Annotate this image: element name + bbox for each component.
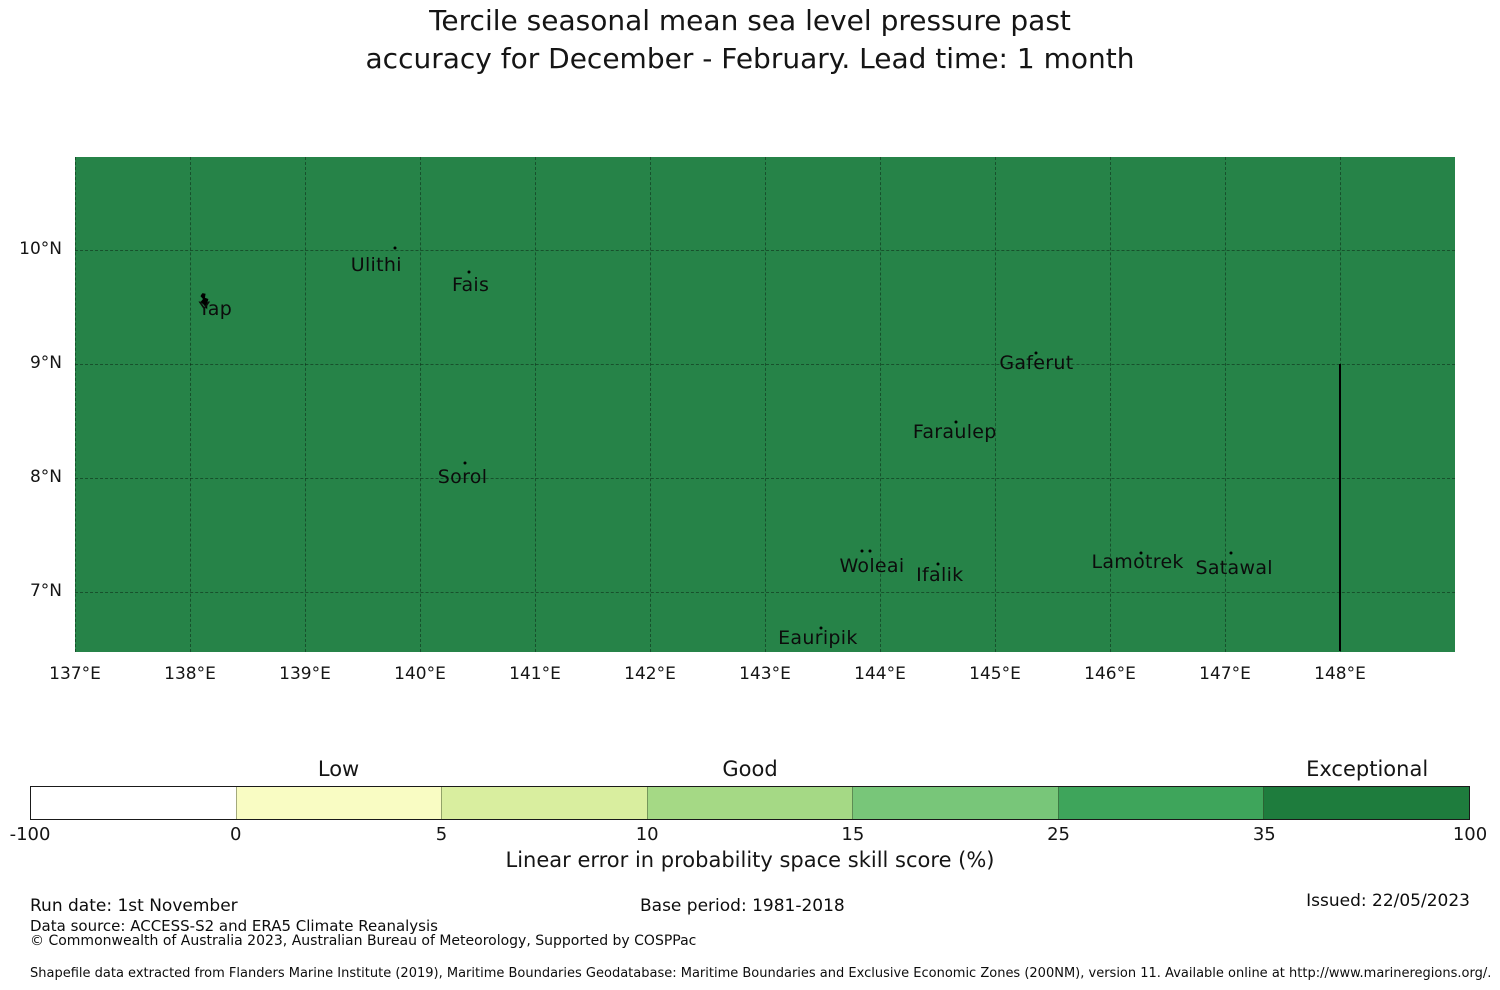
x-tick-label: 145°E — [969, 664, 1021, 684]
figure-title-line1: Tercile seasonal mean sea level pressure… — [429, 4, 1071, 37]
copyright-text: © Commonwealth of Australia 2023, Austra… — [30, 933, 697, 949]
island-marker-lamotrek — [1139, 551, 1143, 555]
longitude-gridline — [305, 157, 306, 652]
longitude-gridline — [650, 157, 651, 652]
x-tick-label: 143°E — [739, 664, 791, 684]
island-label-ifalik: Ifalik — [916, 563, 964, 586]
latitude-gridline — [75, 250, 1455, 251]
island-marker-gaferut — [1034, 351, 1038, 355]
island-marker-ifalik — [936, 562, 939, 565]
island-marker-woleai — [868, 549, 872, 553]
colorbar-segment — [646, 787, 853, 819]
colorbar-tick-label: 10 — [635, 824, 659, 845]
island-label-eauripik: Eauripik — [778, 626, 858, 649]
island-marker-satawal — [1229, 551, 1233, 555]
run-date-text: Run date: 1st November — [30, 896, 238, 916]
colorbar-category-label: Exceptional — [1306, 757, 1429, 781]
latitude-gridline — [75, 592, 1455, 593]
colorbar-segment — [852, 787, 1058, 819]
colorbar-segment — [235, 787, 442, 819]
x-tick-label: 148°E — [1314, 664, 1366, 684]
island-label-satawal: Satawal — [1195, 557, 1273, 580]
island-marker-sorol — [463, 461, 467, 465]
colorbar-tick-label: -100 — [9, 824, 51, 845]
x-tick-label: 140°E — [394, 664, 446, 684]
shapefile-note-text: Shapefile data extracted from Flanders M… — [30, 966, 1492, 981]
colorbar-tick-label: 35 — [1252, 824, 1276, 845]
island-label-fais: Fais — [451, 274, 490, 297]
y-tick-label: 10°N — [19, 239, 62, 259]
x-tick-label: 141°E — [509, 664, 561, 684]
longitude-gridline — [420, 157, 421, 652]
eez-boundary-line — [1339, 364, 1341, 652]
island-label-woleai: Woleai — [839, 554, 905, 577]
x-tick-label: 137°E — [49, 664, 101, 684]
island-label-lamotrek: Lamotrek — [1091, 551, 1184, 574]
colorbar-segment — [1057, 787, 1264, 819]
latitude-gridline — [75, 364, 1455, 365]
latitude-gridline — [75, 478, 1455, 479]
colorbar-tick-label: 100 — [1452, 824, 1488, 845]
map-plot-area: Yap Ulithi Fais Sorol Gaferut Faraulep Woleai I… — [75, 157, 1455, 652]
data-source-text: Data source: ACCESS-S2 and ERA5 Climate … — [30, 917, 438, 935]
figure-title: Tercile seasonal mean sea level pressure… — [0, 2, 1500, 78]
island-label-sorol: Sorol — [437, 465, 488, 488]
longitude-gridline — [190, 157, 191, 652]
x-tick-label: 144°E — [854, 664, 906, 684]
colorbar — [30, 786, 1470, 820]
island-marker-ulithi — [393, 246, 397, 250]
island-label-yap: Yap — [198, 298, 233, 321]
base-period-text: Base period: 1981-2018 — [640, 896, 845, 916]
island-marker-fais — [467, 270, 471, 274]
colorbar-segment — [1263, 787, 1470, 819]
longitude-gridline — [535, 157, 536, 652]
colorbar-category-label: Good — [722, 757, 778, 781]
island-marker-eauripik — [819, 626, 823, 630]
colorbar-segment — [441, 787, 647, 819]
colorbar-tick-label: 5 — [435, 824, 448, 845]
x-tick-label: 139°E — [279, 664, 331, 684]
island-label-faraulep: Faraulep — [912, 421, 997, 444]
y-tick-label: 7°N — [29, 581, 62, 601]
colorbar-category-label: Low — [317, 757, 360, 781]
colorbar-axis-label: Linear error in probability space skill … — [505, 848, 995, 872]
y-tick-label: 8°N — [29, 467, 62, 487]
island-label-ulithi: Ulithi — [350, 253, 402, 276]
longitude-gridline — [1225, 157, 1226, 652]
longitude-gridline — [1110, 157, 1111, 652]
x-tick-label: 147°E — [1199, 664, 1251, 684]
longitude-gridline — [75, 157, 76, 652]
longitude-gridline — [765, 157, 766, 652]
x-tick-label: 146°E — [1084, 664, 1136, 684]
x-tick-label: 142°E — [624, 664, 676, 684]
figure-title-line2: accuracy for December - February. Lead t… — [365, 42, 1135, 75]
longitude-gridline — [995, 157, 996, 652]
colorbar-tick-label: 15 — [841, 824, 865, 845]
colorbar-segment — [31, 787, 236, 819]
island-marker-woleai — [860, 549, 864, 553]
colorbar-tick-label: 0 — [229, 824, 242, 845]
x-tick-label: 138°E — [164, 664, 216, 684]
colorbar-tick-label: 25 — [1047, 824, 1071, 845]
longitude-gridline — [880, 157, 881, 652]
y-tick-label: 9°N — [29, 353, 62, 373]
island-marker-faraulep — [954, 420, 958, 424]
island-label-gaferut: Gaferut — [999, 351, 1074, 374]
issued-date-text: Issued: 22/05/2023 — [1306, 891, 1470, 911]
